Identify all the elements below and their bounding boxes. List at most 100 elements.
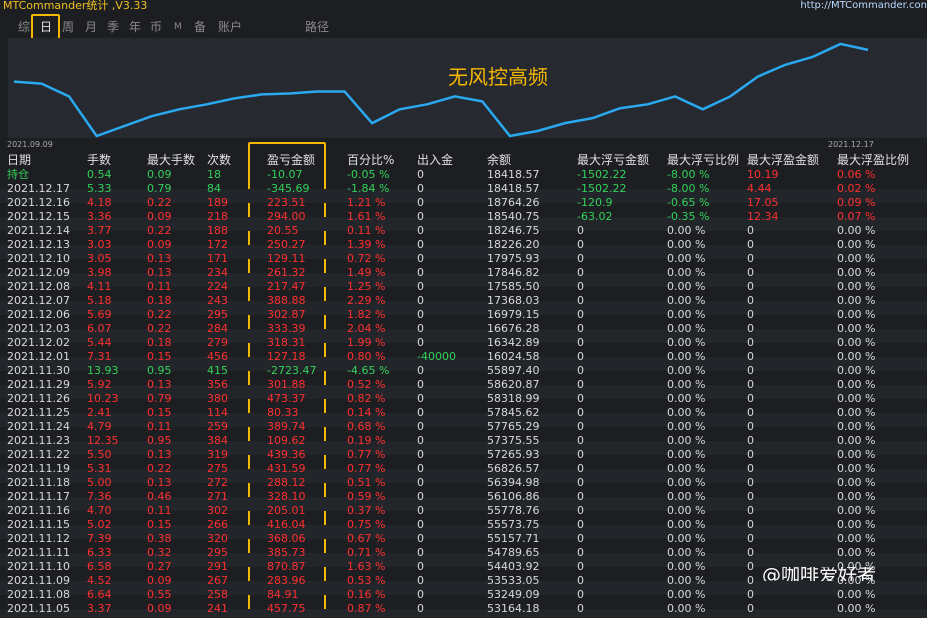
url[interactable]: http://MTCommander.con (800, 0, 927, 11)
table-cell: 0 (747, 322, 754, 335)
table-cell: -345.69 (267, 182, 310, 195)
table-cell: 6.07 (87, 322, 112, 335)
table-cell: 0 (747, 238, 754, 251)
table-cell: 1.25 % (347, 280, 386, 293)
table-cell: 5.00 (87, 476, 112, 489)
table-cell: 5.18 (87, 294, 112, 307)
table-cell: 0.00 % (837, 364, 876, 377)
table-cell: 0 (417, 462, 424, 475)
table-cell: 3.05 (87, 252, 112, 265)
menu-item[interactable]: M (174, 22, 182, 32)
table-cell: 0.00 % (667, 462, 706, 475)
table-cell: 5.02 (87, 518, 112, 531)
table-cell: 205.01 (267, 504, 306, 517)
table-cell: 288.12 (267, 476, 306, 489)
table-cell: 0 (577, 574, 584, 587)
row-bg (0, 497, 927, 511)
table-cell: 0.77 % (347, 462, 386, 475)
table-cell: 2021.11.17 (7, 490, 70, 503)
table-cell: 0.71 % (347, 546, 386, 559)
table-cell: 0 (577, 378, 584, 391)
table-cell: 0.32 (147, 546, 172, 559)
table-cell: 0.00 % (837, 602, 876, 615)
table-cell: 0 (417, 434, 424, 447)
table-cell: 320 (207, 532, 228, 545)
table-cell: 0.46 (147, 490, 172, 503)
table-cell: 0 (417, 182, 424, 195)
table-cell: 0.00 % (837, 448, 876, 461)
table-cell: 0.11 (147, 504, 172, 517)
table-cell: 279 (207, 336, 228, 349)
row-bg (0, 553, 927, 567)
table-cell: 0 (577, 336, 584, 349)
table-cell: 0.00 % (837, 504, 876, 517)
table-cell: 0.22 (147, 224, 172, 237)
menu-item[interactable]: 日 (40, 20, 53, 34)
table-cell: 258 (207, 588, 228, 601)
table-cell: 5.92 (87, 378, 112, 391)
table-cell: 0 (417, 308, 424, 321)
row-bg (0, 329, 927, 343)
table-cell: 0 (747, 504, 754, 517)
table-cell: 0 (577, 350, 584, 363)
table-cell: 3.36 (87, 210, 112, 223)
table-cell: 302.87 (267, 308, 306, 321)
menu-item[interactable]: 账户 (218, 20, 243, 34)
table-cell: 2021.12.02 (7, 336, 70, 349)
table-cell: 318.31 (267, 336, 306, 349)
menu-item[interactable]: 月 (85, 20, 98, 34)
table-cell: 0.22 (147, 462, 172, 475)
table-cell: 0.11 (147, 280, 172, 293)
table-cell: 0.00 % (667, 476, 706, 489)
table-cell: 0 (417, 602, 424, 615)
row-bg (0, 245, 927, 259)
table-cell: 55573.75 (487, 518, 540, 531)
table-cell: 0.09 (147, 238, 172, 251)
table-cell: 0.00 % (667, 336, 706, 349)
table-cell: 0 (577, 532, 584, 545)
table-cell: 53164.18 (487, 602, 540, 615)
table-cell: 0.51 % (347, 476, 386, 489)
table-cell: 0 (577, 420, 584, 433)
table-cell: 0.00 % (667, 378, 706, 391)
menu-item[interactable]: 币 (150, 20, 163, 34)
table-cell: 0.95 (147, 434, 172, 447)
table-cell: 0 (577, 462, 584, 475)
row-bg (0, 273, 927, 287)
table-cell: 0 (577, 266, 584, 279)
table-cell: 57375.55 (487, 434, 540, 447)
menu-item[interactable]: 综 (18, 20, 31, 34)
column-header: 次数 (207, 153, 232, 167)
menu-item[interactable]: 备 (194, 20, 207, 34)
table-cell: 0.00 % (837, 532, 876, 545)
table-cell: 18226.20 (487, 238, 540, 251)
table-cell: 0 (417, 392, 424, 405)
table-cell: 0.00 % (837, 518, 876, 531)
table-cell: -120.9 (577, 196, 613, 209)
equity-line (13, 42, 869, 138)
table-cell: 0 (747, 560, 754, 573)
table-cell: 0.00 % (667, 420, 706, 433)
table-cell: 17585.50 (487, 280, 540, 293)
menu-item[interactable]: 季 (107, 20, 120, 34)
table-cell: 1.39 % (347, 238, 386, 251)
table-cell: 0 (417, 294, 424, 307)
table-cell: 1.49 % (347, 266, 386, 279)
table-cell: 2021.12.13 (7, 238, 70, 251)
menu-item[interactable]: 周 (62, 20, 75, 34)
table-cell: 4.18 (87, 196, 112, 209)
table-cell: 0.27 (147, 560, 172, 573)
row-bg (0, 217, 927, 231)
table-cell: -8.00 % (667, 182, 710, 195)
menu-item[interactable]: 路径 (305, 20, 330, 34)
table-cell: 0.00 % (667, 490, 706, 503)
table-cell: 259 (207, 420, 228, 433)
table-cell: 217.47 (267, 280, 306, 293)
table-cell: 368.06 (267, 532, 306, 545)
table-cell: 2021.11.23 (7, 434, 70, 447)
table-cell: 2021.11.26 (7, 392, 70, 405)
menu-item[interactable]: 年 (129, 20, 142, 34)
table-cell: 12.34 (747, 210, 779, 223)
table-cell: 0.82 % (347, 392, 386, 405)
app-title: MTCommander统计 ,V3.33 (3, 0, 148, 12)
